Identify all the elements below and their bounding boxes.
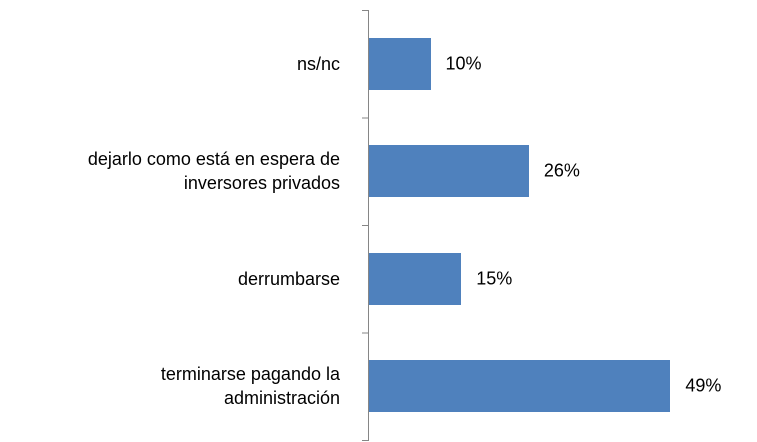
data-label: 26% xyxy=(543,160,580,181)
data-label: 10% xyxy=(445,53,482,74)
data-label: 49% xyxy=(685,375,722,396)
category-label: ns/nc xyxy=(296,53,340,74)
bar xyxy=(369,37,431,90)
bar xyxy=(369,360,671,413)
category-label: dejarlo como está en espera de inversore… xyxy=(87,149,340,194)
bar xyxy=(369,252,462,305)
data-label: 15% xyxy=(476,268,513,289)
category-label: derrumbarse xyxy=(237,268,340,289)
category-label: terminarse pagando la administración xyxy=(160,364,340,409)
bar xyxy=(369,145,529,198)
